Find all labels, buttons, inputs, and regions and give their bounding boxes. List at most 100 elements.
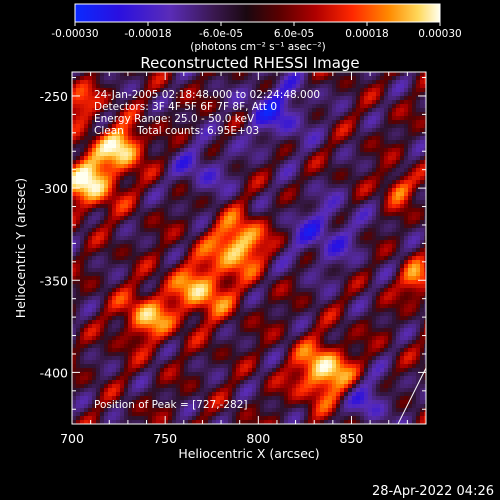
heatmap-cell — [348, 240, 352, 244]
heatmap-cell — [216, 264, 220, 268]
heatmap-cell — [324, 152, 328, 156]
heatmap-cell — [216, 80, 220, 84]
heatmap-cell — [368, 188, 372, 192]
heatmap-cell — [180, 84, 184, 88]
heatmap-cell — [260, 184, 264, 188]
heatmap-cell — [316, 200, 320, 204]
heatmap-cell — [72, 184, 76, 188]
heatmap-cell — [292, 132, 296, 136]
heatmap-cell — [84, 224, 88, 228]
heatmap-cell — [368, 180, 372, 184]
heatmap-cell — [92, 276, 96, 280]
heatmap-cell — [152, 160, 156, 164]
heatmap-cell — [140, 164, 144, 168]
heatmap-cell — [208, 228, 212, 232]
heatmap-cell — [392, 184, 396, 188]
heatmap-cell — [300, 84, 304, 88]
heatmap-cell — [120, 184, 124, 188]
heatmap-cell — [144, 244, 148, 248]
heatmap-cell — [168, 272, 172, 276]
heatmap-cell — [396, 108, 400, 112]
heatmap-cell — [232, 244, 236, 248]
heatmap-cell — [180, 248, 184, 252]
heatmap-cell — [196, 100, 200, 104]
heatmap-cell — [88, 172, 92, 176]
heatmap-cell — [100, 76, 104, 80]
heatmap-cell — [400, 72, 404, 76]
heatmap-cell — [420, 204, 424, 208]
heatmap-cell — [188, 184, 192, 188]
heatmap-cell — [424, 100, 426, 104]
heatmap-cell — [216, 284, 220, 288]
heatmap-cell — [148, 168, 152, 172]
heatmap-cell — [152, 136, 156, 140]
heatmap-cell — [284, 228, 288, 232]
heatmap-cell — [344, 92, 348, 96]
heatmap-cell — [84, 172, 88, 176]
heatmap-cell — [396, 244, 400, 248]
heatmap-cell — [132, 192, 136, 196]
heatmap-cell — [300, 212, 304, 216]
heatmap-cell — [364, 164, 368, 168]
heatmap-cell — [404, 96, 408, 100]
heatmap-cell — [120, 236, 124, 240]
heatmap-cell — [304, 232, 308, 236]
heatmap-cell — [424, 196, 426, 200]
heatmap-cell — [240, 272, 244, 276]
heatmap-cell — [136, 288, 140, 292]
heatmap-cell — [224, 180, 228, 184]
heatmap-cell — [180, 100, 184, 104]
heatmap-cell — [240, 232, 244, 236]
heatmap-cell — [412, 184, 416, 188]
heatmap-cell — [420, 96, 424, 100]
heatmap-cell — [316, 180, 320, 184]
heatmap-cell — [160, 188, 164, 192]
heatmap-cell — [252, 192, 256, 196]
heatmap-cell — [180, 276, 184, 280]
heatmap-cell — [100, 136, 104, 140]
heatmap-cell — [364, 184, 368, 188]
heatmap-cell — [368, 104, 372, 108]
heatmap-cell — [280, 96, 284, 100]
heatmap-cell — [216, 72, 220, 76]
heatmap-cell — [308, 108, 312, 112]
heatmap-cell — [372, 156, 376, 160]
heatmap-cell — [204, 172, 208, 176]
heatmap-cell — [240, 196, 244, 200]
heatmap-cell — [280, 120, 284, 124]
heatmap-cell — [260, 84, 264, 88]
heatmap-cell — [148, 164, 152, 168]
heatmap-cell — [344, 180, 348, 184]
heatmap-cell — [160, 284, 164, 288]
heatmap-cell — [152, 284, 156, 288]
heatmap-cell — [96, 84, 100, 88]
heatmap-cell — [144, 264, 148, 268]
heatmap-cell — [288, 188, 292, 192]
heatmap-cell — [412, 108, 416, 112]
heatmap-cell — [128, 180, 132, 184]
heatmap-cell — [100, 272, 104, 276]
heatmap-cell — [116, 112, 120, 116]
heatmap-cell — [416, 76, 420, 80]
heatmap-cell — [84, 272, 88, 276]
heatmap-cell — [388, 176, 392, 180]
heatmap-cell — [192, 136, 196, 140]
heatmap-cell — [224, 156, 228, 160]
heatmap-cell — [336, 168, 340, 172]
heatmap-cell — [148, 216, 152, 220]
heatmap-cell — [164, 148, 168, 152]
heatmap-cell — [216, 148, 220, 152]
heatmap-cell — [184, 288, 188, 292]
heatmap-cell — [128, 212, 132, 216]
heatmap-cell — [404, 228, 408, 232]
heatmap-cell — [360, 204, 364, 208]
heatmap-cell — [348, 220, 352, 224]
heatmap-cell — [240, 172, 244, 176]
heatmap-cell — [132, 220, 136, 224]
heatmap-cell — [96, 180, 100, 184]
heatmap-cell — [184, 112, 188, 116]
heatmap-cell — [236, 140, 240, 144]
heatmap-cell — [72, 196, 76, 200]
heatmap-cell — [116, 176, 120, 180]
heatmap-cell — [76, 196, 80, 200]
